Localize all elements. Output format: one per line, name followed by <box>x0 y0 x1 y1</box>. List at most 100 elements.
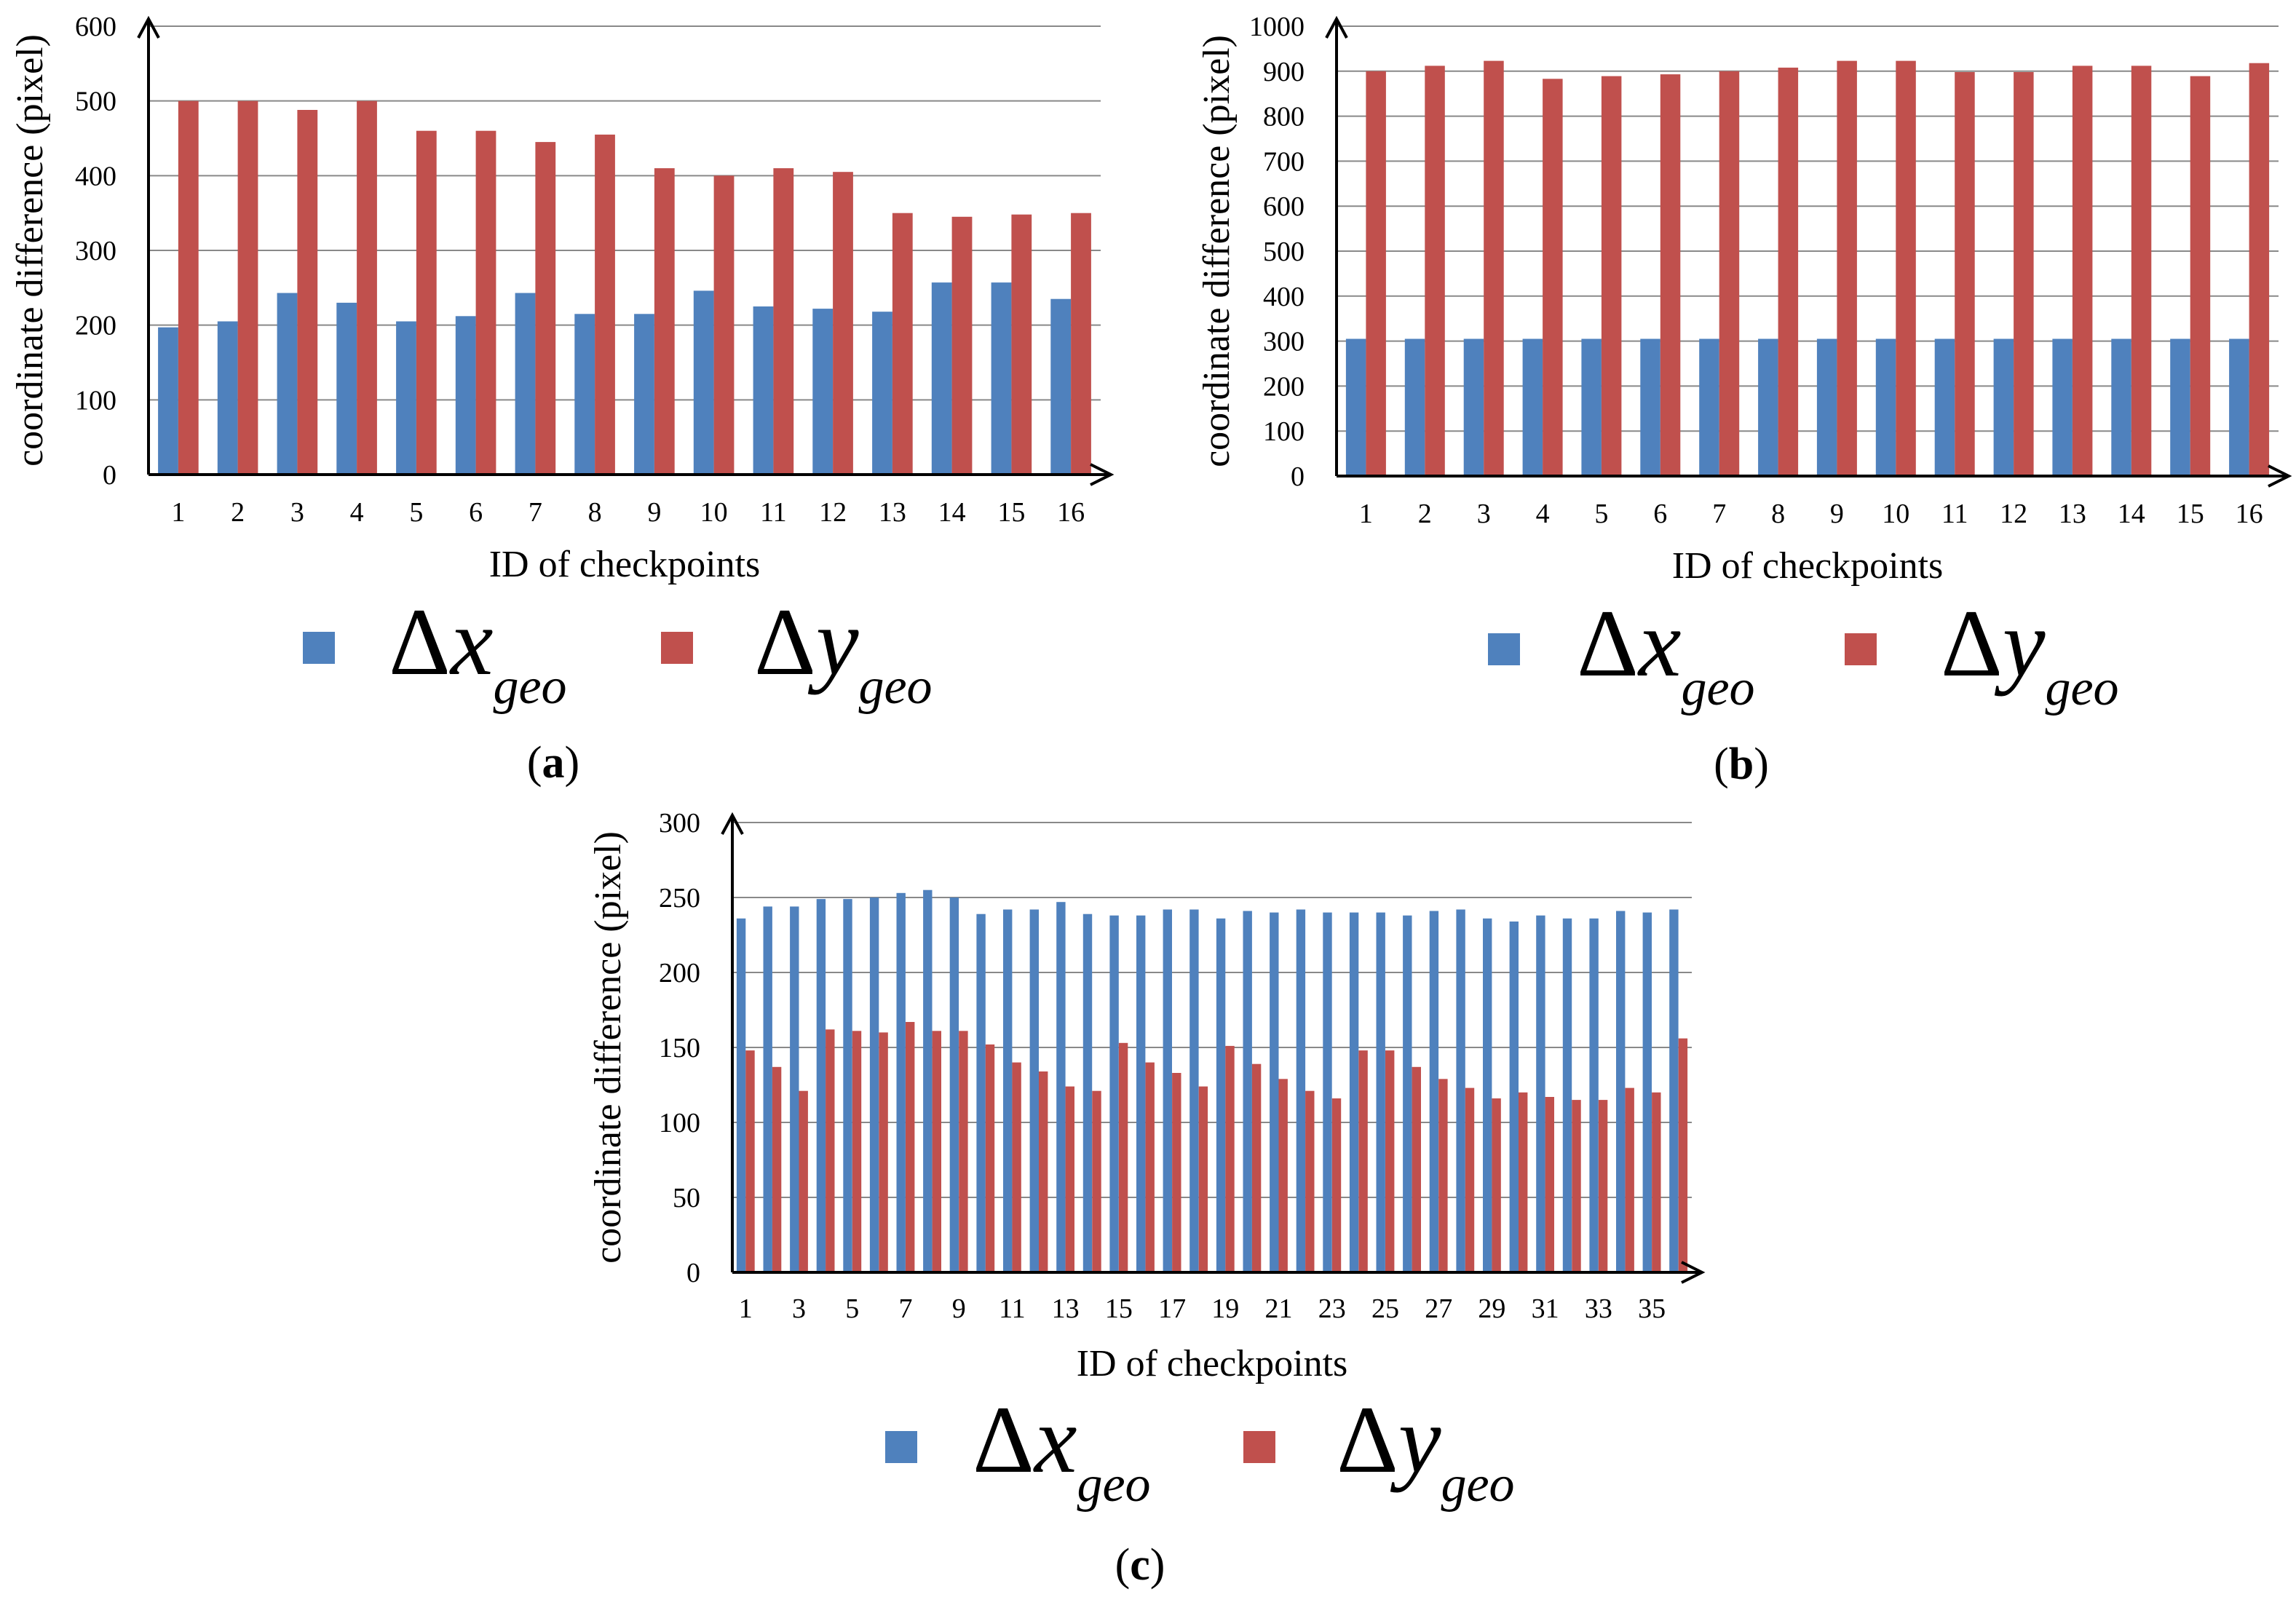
legend-swatch-dy <box>661 632 693 664</box>
bar-dy-22 <box>1305 1090 1315 1272</box>
bar-dx-27 <box>1429 911 1439 1272</box>
bar-dy-1 <box>745 1050 755 1272</box>
bar-dx-14 <box>1082 914 1093 1272</box>
panel-label: (a) <box>527 738 579 788</box>
bar-dx-35 <box>1642 912 1652 1272</box>
x-tick-label: 1 <box>739 1293 753 1324</box>
bar-dy-9 <box>654 168 675 475</box>
x-tick-label: 9 <box>647 497 661 528</box>
bar-dy-14 <box>1092 1090 1101 1272</box>
y-tick-label: 100 <box>75 385 116 416</box>
bar-dy-10 <box>713 175 735 475</box>
legend-swatch-dx <box>885 1431 917 1463</box>
bar-dy-8 <box>1778 67 1799 476</box>
bar-dy-5 <box>1601 76 1622 477</box>
bar-dy-4 <box>357 100 377 475</box>
y-tick-label: 400 <box>75 161 116 191</box>
bar-dy-15 <box>1011 214 1032 475</box>
bar-dx-16 <box>2229 338 2249 476</box>
x-axis-arrow <box>2268 464 2292 488</box>
bar-dx-7 <box>515 293 536 475</box>
x-tick-label: 15 <box>2177 499 2204 529</box>
bar-dx-13 <box>1056 902 1066 1272</box>
bar-dy-32 <box>1572 1100 1581 1272</box>
bar-dy-4 <box>826 1029 835 1272</box>
bar-dx-8 <box>574 314 595 475</box>
bar-dx-2 <box>1404 338 1425 476</box>
x-tick-label: 11 <box>999 1293 1026 1324</box>
bar-dx-2 <box>217 321 238 475</box>
bar-dy-1 <box>178 100 199 475</box>
bar-dx-34 <box>1616 911 1626 1272</box>
bar-dx-15 <box>2170 338 2190 476</box>
x-tick-labels: 1 2 3 4 5 6 7 8 9 10 11 12 13 14 15 16 <box>171 497 1085 528</box>
y-tick-label: 300 <box>75 236 116 266</box>
x-tick-label: 13 <box>1052 1293 1080 1324</box>
bar-dx-3 <box>790 906 799 1272</box>
x-tick-label: 7 <box>1712 499 1726 529</box>
bar-dy-15 <box>2190 76 2211 477</box>
legend-label-dy: Δygeo <box>1941 590 2119 716</box>
bar-dy-30 <box>1519 1092 1528 1272</box>
bar-dx-2 <box>763 906 772 1272</box>
bar-dy-3 <box>1484 60 1504 477</box>
bar-dy-7 <box>906 1022 915 1272</box>
bar-dx-11 <box>1003 909 1013 1272</box>
bar-dy-12 <box>2014 72 2034 476</box>
y-tick-label: 800 <box>1263 102 1305 132</box>
bar-dy-12 <box>833 172 853 475</box>
bar-dy-25 <box>1385 1050 1395 1272</box>
legend: Δxgeo Δygeo <box>1488 590 2119 716</box>
y-tick-label: 100 <box>659 1108 700 1138</box>
bar-dy-2 <box>772 1066 782 1272</box>
bar-dx-16 <box>1050 298 1072 475</box>
bar-dx-1 <box>1345 338 1366 476</box>
bars <box>736 889 1688 1272</box>
x-tick-label: 17 <box>1158 1293 1186 1324</box>
bar-dy-5 <box>852 1031 862 1272</box>
y-tick-label: 250 <box>659 883 700 914</box>
x-tick-label: 5 <box>845 1293 859 1324</box>
gridlines <box>732 822 1692 1198</box>
bar-dy-9 <box>959 1031 968 1272</box>
x-tick-label: 5 <box>409 497 423 528</box>
bar-dy-18 <box>1198 1086 1208 1272</box>
legend-label-dx: Δxgeo <box>973 1386 1151 1513</box>
bar-dx-1 <box>736 918 746 1272</box>
x-tick-label: 2 <box>1418 499 1432 529</box>
bar-dy-36 <box>1678 1038 1688 1272</box>
legend-swatch-dx <box>303 632 335 664</box>
bar-dy-34 <box>1625 1087 1634 1272</box>
x-axis-title: ID of checkpoints <box>489 544 761 585</box>
bar-dx-8 <box>1758 338 1778 476</box>
bar-dy-8 <box>932 1031 941 1272</box>
bar-dx-19 <box>1216 918 1226 1272</box>
bar-dy-17 <box>1172 1073 1181 1272</box>
bar-dx-9 <box>949 897 959 1272</box>
legend-label-dx: Δxgeo <box>1577 590 1755 716</box>
bar-dy-20 <box>1251 1063 1262 1272</box>
bar-dx-29 <box>1483 918 1492 1272</box>
x-tick-label: 19 <box>1211 1293 1239 1324</box>
legend-swatch-dx <box>1488 633 1520 665</box>
bar-dy-2 <box>237 100 258 475</box>
bar-dx-30 <box>1509 922 1519 1272</box>
bar-dy-10 <box>985 1044 995 1272</box>
x-tick-label: 12 <box>819 497 847 528</box>
bar-dx-7 <box>1699 338 1719 476</box>
x-tick-label: 14 <box>2118 499 2145 529</box>
y-axis-title: coordinate difference (pixel) <box>587 831 629 1264</box>
bar-dy-28 <box>1465 1087 1475 1272</box>
bar-dx-10 <box>693 290 714 475</box>
x-tick-label: 7 <box>899 1293 913 1324</box>
x-tick-labels: 1 3 5 7 9 11 13 15 17 19 21 23 25 27 29 31 33 35 <box>739 1293 1666 1324</box>
bar-dx-11 <box>1934 338 1955 476</box>
y-axis-arrow <box>721 812 744 835</box>
bar-dy-6 <box>879 1032 888 1272</box>
legend: Δxgeo Δygeo <box>303 588 933 715</box>
x-axis-title: ID of checkpoints <box>1077 1343 1348 1384</box>
bar-dx-3 <box>277 293 298 475</box>
x-tick-label: 13 <box>2059 499 2086 529</box>
y-tick-label: 0 <box>686 1258 700 1288</box>
